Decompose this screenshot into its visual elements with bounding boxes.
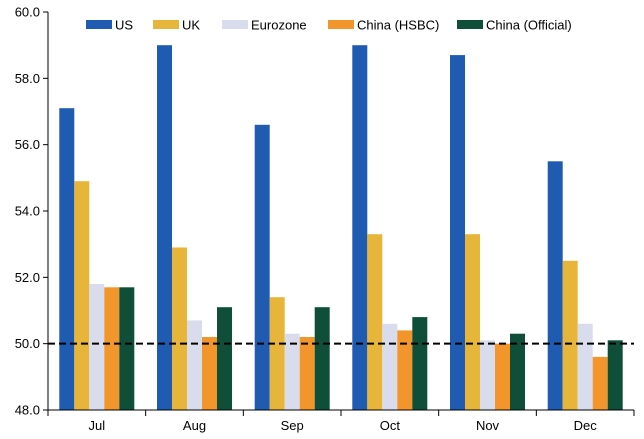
bar-china-hsbc--aug: [202, 337, 217, 410]
bar-china-official--sep: [314, 307, 330, 410]
legend-swatch-uk: [153, 20, 179, 29]
x-tick-label: Dec: [574, 418, 598, 433]
x-tick-label: Sep: [281, 418, 304, 433]
bar-china-official--oct: [412, 317, 428, 410]
legend-label-china-hsbc-: China (HSBC): [357, 18, 439, 33]
legend-swatch-us: [86, 20, 112, 29]
bar-eurozone-aug: [187, 320, 202, 410]
bar-uk-nov: [465, 234, 480, 410]
y-tick-label: 54.0: [15, 204, 40, 219]
y-tick-label: 52.0: [15, 270, 40, 285]
bar-eurozone-dec: [577, 323, 593, 410]
bar-uk-aug: [172, 247, 187, 410]
x-tick-label: Nov: [476, 418, 500, 433]
bar-china-hsbc--sep: [299, 337, 315, 410]
y-tick-label: 58.0: [15, 71, 40, 86]
bar-us-nov: [450, 55, 465, 410]
legend-label-eurozone: Eurozone: [251, 18, 307, 33]
legend-swatch-china-official-: [457, 20, 483, 29]
legend-swatch-eurozone: [222, 20, 248, 29]
legend: US UK Eurozone China (HSBC) China (Official): [86, 18, 572, 33]
x-tick-label: Jul: [89, 418, 106, 433]
bar-eurozone-jul: [89, 284, 105, 410]
bar-china-hsbc--oct: [397, 330, 413, 410]
legend-label-us: US: [115, 18, 133, 33]
axes: 48.0 50.0 52.0 54.0 56.0 58.0 60.0 Jul Aug Sep Oct…: [15, 5, 635, 433]
bar-china-official--jul: [119, 287, 135, 410]
legend-swatch-china-hsbc-: [328, 20, 354, 29]
bar-china-hsbc--jul: [104, 287, 120, 410]
bar-eurozone-oct: [382, 323, 398, 410]
y-tick-label: 48.0: [15, 403, 40, 418]
bar-china-hsbc--dec: [592, 356, 608, 410]
y-tick-label: 60.0: [15, 5, 40, 20]
bar-uk-dec: [562, 260, 578, 411]
bar-uk-jul: [74, 181, 90, 410]
y-tick-label: 50.0: [15, 336, 40, 351]
bar-us-oct: [352, 45, 368, 410]
x-tick-label: Aug: [183, 418, 206, 433]
bar-us-sep: [254, 124, 270, 411]
bar-eurozone-sep: [284, 333, 300, 410]
bars: [59, 45, 623, 411]
bar-us-aug: [157, 45, 172, 410]
bar-china-official--dec: [607, 340, 623, 410]
bar-china-official--nov: [510, 333, 525, 410]
x-tick-label: Oct: [380, 418, 401, 433]
bar-eurozone-nov: [480, 340, 495, 410]
bar-uk-sep: [269, 297, 285, 410]
bar-china-hsbc--nov: [495, 343, 510, 410]
bar-china-official--aug: [217, 307, 232, 410]
legend-label-uk: UK: [182, 18, 200, 33]
y-tick-label: 56.0: [15, 137, 40, 152]
bar-us-dec: [547, 161, 563, 411]
bar-us-jul: [59, 108, 75, 410]
bar-uk-oct: [367, 234, 383, 410]
legend-label-china-official-: China (Official): [486, 18, 572, 33]
